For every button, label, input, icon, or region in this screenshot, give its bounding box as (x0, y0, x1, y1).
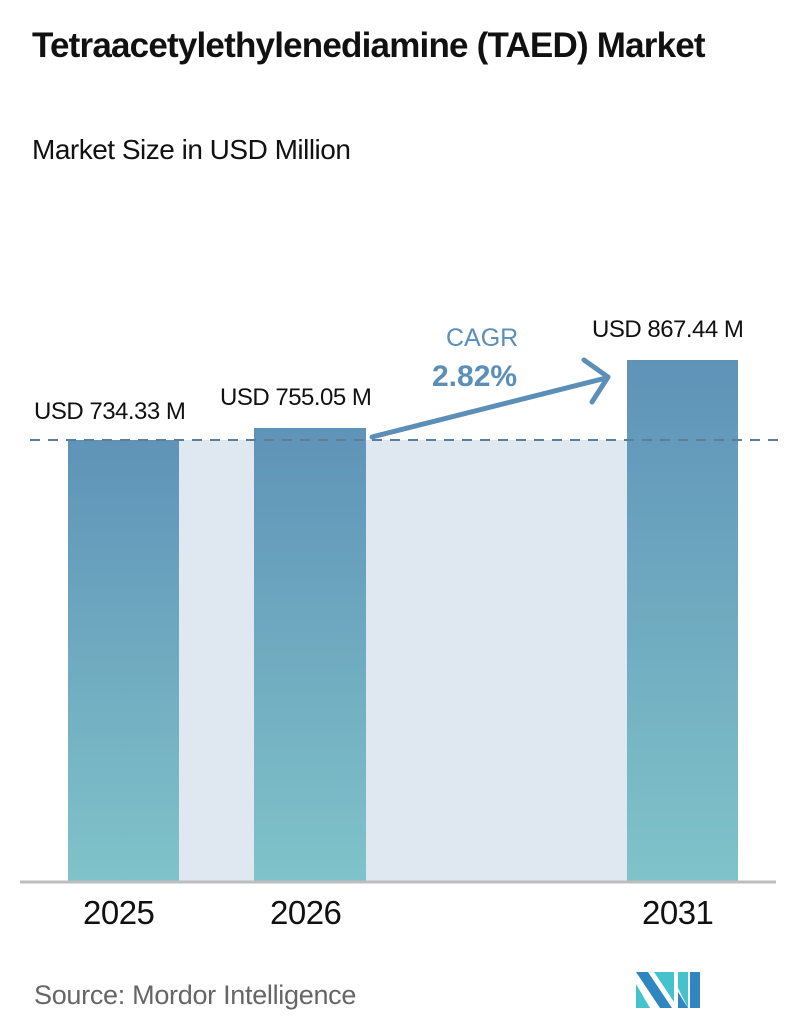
chart-subtitle: Market Size in USD Million (32, 134, 351, 165)
bar-2026 (254, 428, 366, 882)
value-label-2025: USD 734.33 M (34, 398, 186, 425)
source-text: Source: Mordor Intelligence (34, 980, 357, 1010)
x-label-2025: 2025 (83, 894, 155, 931)
cagr-value: 2.82% (432, 360, 518, 393)
cagr-label: CAGR (446, 324, 519, 352)
cagr-arrow-icon (369, 357, 611, 440)
x-label-2031: 2031 (642, 894, 714, 931)
bar-2031 (627, 360, 738, 882)
chart-title: Tetraacetylethylenediamine (TAED) Market (32, 26, 706, 65)
mordor-intelligence-logo-icon (636, 972, 700, 1008)
value-label-2026: USD 755.05 M (220, 384, 372, 411)
x-label-2026: 2026 (270, 894, 342, 931)
background-band (68, 440, 738, 882)
value-label-2031: USD 867.44 M (592, 316, 744, 343)
bar-2025 (68, 440, 179, 882)
